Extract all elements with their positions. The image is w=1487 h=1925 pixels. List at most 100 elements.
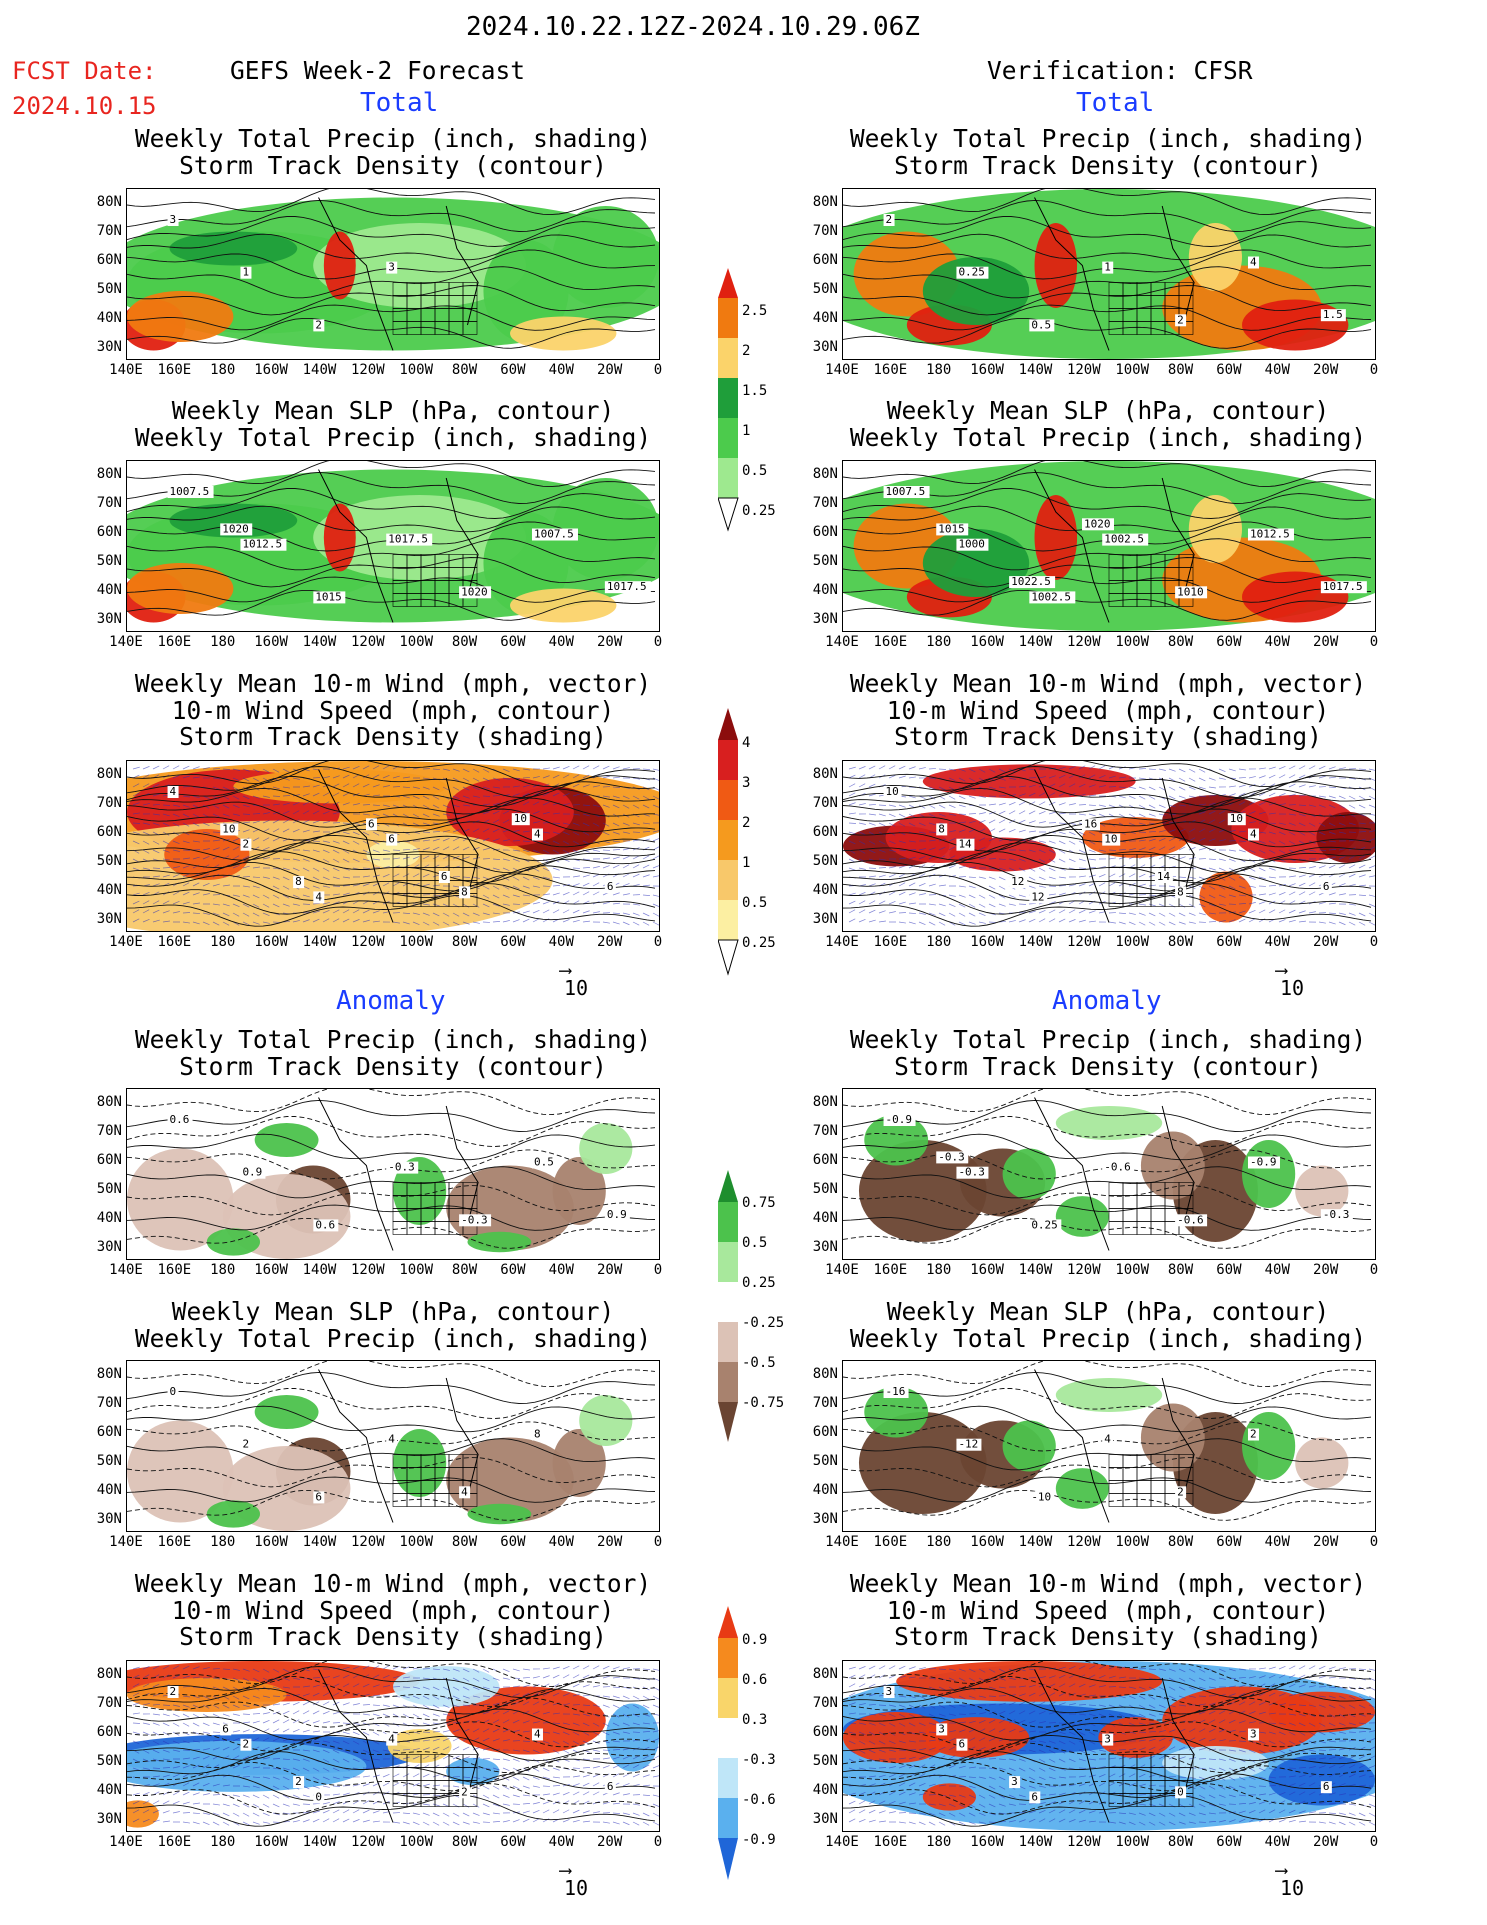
wind-vector [1148, 768, 1157, 770]
wind-vector [858, 822, 866, 825]
wind-vector [422, 855, 430, 860]
wind-vector [152, 783, 160, 788]
wind-vector [1018, 849, 1026, 852]
lon-tick-label: 140E [109, 362, 143, 378]
section-anomaly-left: Anomaly [336, 986, 446, 1016]
wind-vector [192, 840, 200, 843]
wind-vector [222, 1812, 230, 1817]
wind-vector [522, 885, 530, 889]
wind-vector [312, 885, 320, 889]
wind-vector [142, 1674, 150, 1679]
wind-vector [192, 849, 201, 851]
contour-label: 1012.5 [1250, 528, 1290, 541]
shading-region [1316, 812, 1375, 863]
contour-line [843, 1708, 1372, 1741]
wind-vector [152, 1783, 160, 1787]
contour-label: 4 [388, 1733, 395, 1746]
wind-vector [1238, 784, 1246, 788]
wind-vector [282, 894, 290, 899]
title-r1-right: Weekly Total Precip (inch, shading) Stor… [758, 125, 1458, 179]
wind-vector [362, 1783, 370, 1787]
wind-vector [1348, 1704, 1356, 1709]
wind-vector [532, 776, 540, 779]
wind-vector [1168, 912, 1176, 917]
wind-vector [998, 802, 1006, 806]
wind-vector [232, 1746, 240, 1751]
wind-vector [1268, 1792, 1276, 1796]
lon-tick-label: 20W [596, 1262, 623, 1278]
lon-tick-label: 80W [1167, 634, 1194, 650]
wind-vector [242, 912, 250, 917]
wind-vector [332, 1740, 340, 1744]
wind-vector [1248, 776, 1256, 779]
wind-vector [182, 813, 190, 818]
wind-vector [1308, 1811, 1316, 1814]
wind-vector [342, 1692, 350, 1697]
wind-vector [282, 795, 291, 797]
wind-vector [232, 1738, 240, 1742]
wind-vector [272, 768, 280, 773]
wind-vector [532, 1692, 540, 1697]
lat-tick-label: 50N [812, 1453, 838, 1469]
wind-vector [132, 867, 140, 871]
wind-vector [132, 1818, 140, 1823]
wind-vector [182, 1686, 191, 1688]
wind-vector [1358, 1695, 1366, 1700]
wind-vector [1078, 804, 1087, 806]
contour-line [843, 821, 1372, 852]
wind-vector [442, 837, 450, 842]
wind-vector [1248, 909, 1256, 914]
wind-vector [502, 1820, 510, 1823]
lon-tick-label: 40W [548, 934, 574, 950]
contour-label-bg [1029, 1791, 1041, 1804]
wind-vector [362, 1674, 370, 1679]
wind-vector [522, 1701, 530, 1706]
wind-vector [958, 777, 966, 782]
lat-tick-label: 60N [812, 1424, 838, 1440]
wind-vector [302, 849, 310, 852]
wind-vector [1188, 903, 1196, 908]
wind-vector [1018, 1749, 1026, 1752]
shading-region [467, 1503, 532, 1525]
wind-vector [422, 1755, 430, 1760]
title-line: Weekly Mean 10-m Wind (mph, vector) [849, 669, 1367, 698]
lon-tick-label: 140E [825, 634, 859, 650]
contour-label-bg [459, 1214, 492, 1227]
wind-vector [162, 840, 170, 845]
wind-vector [522, 894, 530, 897]
wind-vector [432, 1755, 440, 1760]
wind-vector [312, 830, 320, 833]
wind-vector [612, 1666, 620, 1670]
wind-vector [978, 837, 986, 842]
contour-label: 2 [1250, 1428, 1257, 1441]
contour-line [843, 557, 1372, 588]
wind-vector [182, 849, 191, 851]
wind-vector [332, 1675, 340, 1679]
wind-vector [432, 1746, 440, 1751]
wind-vector [162, 867, 171, 869]
wind-vector [512, 829, 520, 833]
lat-tick-label: 40N [96, 1782, 122, 1798]
wind-vector [1058, 766, 1066, 770]
wind-vector [372, 1674, 380, 1679]
wind-vector [622, 893, 630, 896]
lon-tick-label: 180 [210, 1834, 236, 1850]
wind-vector [132, 1683, 140, 1688]
wind-vector [442, 1812, 450, 1817]
contour-line [843, 1666, 1372, 1698]
wind-vector [542, 1776, 550, 1780]
wind-vector [1098, 804, 1106, 807]
wind-vector [392, 1713, 400, 1718]
wind-vector [312, 903, 321, 905]
contour-label: 8 [1177, 885, 1184, 898]
lon-tick-label: 0 [653, 1834, 663, 1850]
contour-label-bg [936, 1151, 969, 1164]
wind-vector [512, 1758, 520, 1762]
wind-vector [452, 1695, 460, 1700]
wind-vector [1178, 1695, 1186, 1699]
lat-tick-label: 50N [96, 1753, 122, 1769]
contour-label: 0.25 [1031, 1218, 1058, 1231]
wind-vector [532, 1701, 540, 1706]
lon-tick-label: 120W [350, 934, 385, 950]
